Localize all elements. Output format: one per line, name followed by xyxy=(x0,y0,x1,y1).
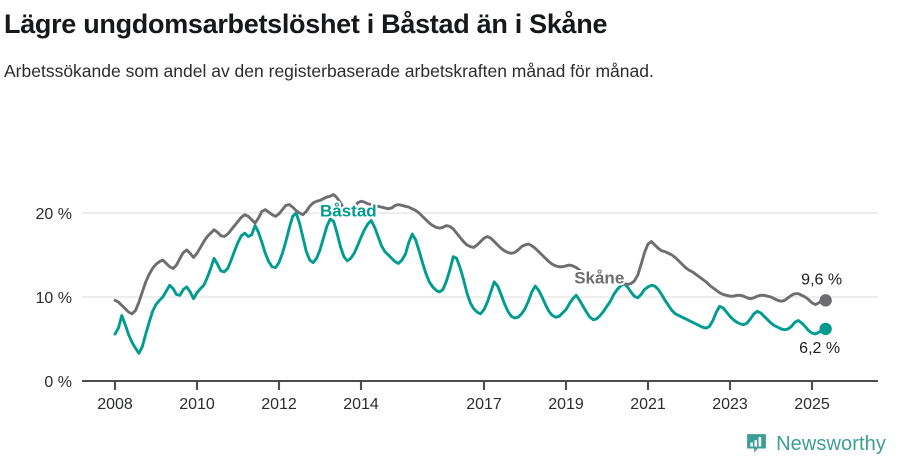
chart-plot-area: 0 % 10 % 20 % 2008 2010 2012 2014 2017 2019 2021 2… xyxy=(0,178,900,418)
skane-end-value-label: 9,6 % xyxy=(801,271,842,288)
chart-series-group xyxy=(113,193,832,355)
y-axis-tick-label: 0 % xyxy=(44,374,72,391)
series-label-skåne: Skåne xyxy=(574,269,624,288)
x-axis-tick-label: 2010 xyxy=(179,396,215,413)
line-chart-svg: 0 % 10 % 20 % 2008 2010 2012 2014 2017 2019 2021 2… xyxy=(36,193,878,413)
chart-footer: Newsworthy xyxy=(0,428,900,474)
x-axis-tick-label: 2023 xyxy=(712,396,748,413)
series-line-skåne xyxy=(113,193,828,316)
chart-gridlines xyxy=(82,212,878,298)
series-end-marker-båstad xyxy=(819,322,832,336)
chart-axis xyxy=(82,379,878,390)
chart-labels: 0 % 10 % 20 % 2008 2010 2012 2014 2017 2019 2021 2… xyxy=(36,199,844,413)
bar-chart-bubble-icon xyxy=(747,434,766,453)
series-line-båstad xyxy=(113,211,828,355)
y-axis-tick-label: 20 % xyxy=(36,206,72,223)
newsworthy-logo[interactable]: Newsworthy xyxy=(745,432,886,455)
x-axis-tick-label: 2019 xyxy=(548,396,584,413)
x-axis-tick-label: 2014 xyxy=(343,396,379,413)
series-label-båstad: Båstad xyxy=(320,201,377,220)
chart-header: Lägre ungdomsarbetslöshet i Båstad än i … xyxy=(0,0,900,85)
y-axis-tick-label: 10 % xyxy=(36,290,72,307)
bastad-end-value-label: 6,2 % xyxy=(799,340,840,357)
logo-wordmark: Newsworthy xyxy=(776,432,886,455)
x-axis-tick-label: 2021 xyxy=(630,396,666,413)
x-axis-tick-label: 2025 xyxy=(794,396,830,413)
page-title: Lägre ungdomsarbetslöshet i Båstad än i … xyxy=(4,9,608,39)
series-end-marker-skåne xyxy=(819,294,832,307)
chart-subtitle: Arbetssökande som andel av den registerb… xyxy=(4,61,654,81)
x-axis-tick-label: 2008 xyxy=(97,396,133,413)
x-axis-tick-label: 2017 xyxy=(466,396,502,413)
x-axis-tick-label: 2012 xyxy=(261,396,297,413)
